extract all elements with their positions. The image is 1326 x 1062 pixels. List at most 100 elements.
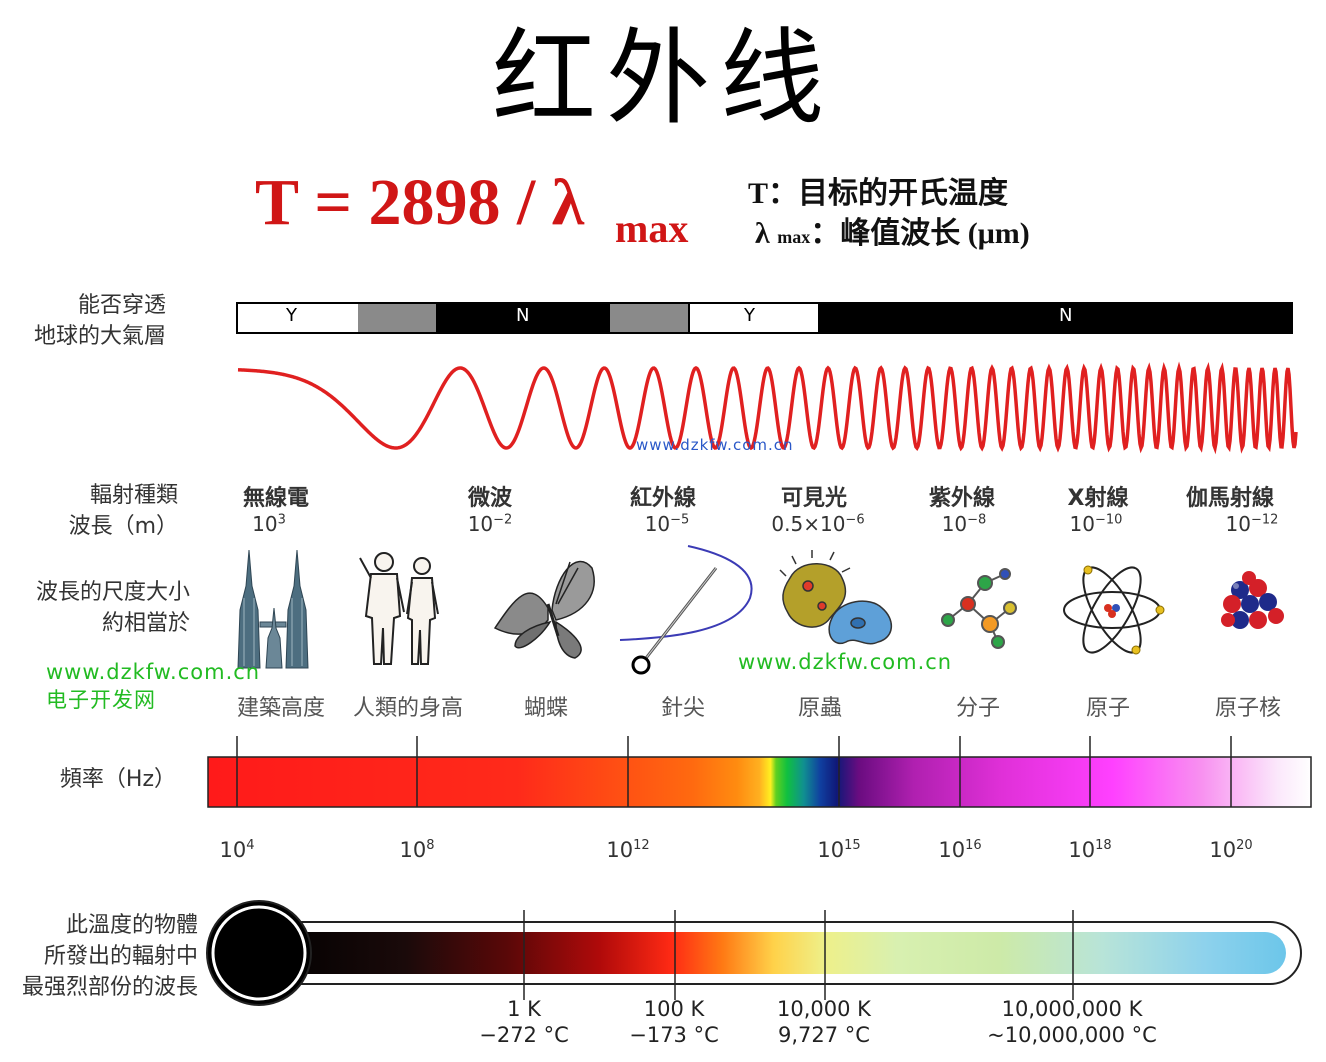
- freq-label-3: 1012: [578, 838, 678, 862]
- frequency-gradient: [207, 756, 1312, 808]
- temp-label-2-celsius: −173 °C: [629, 1023, 719, 1047]
- freq-label-2-base: 10: [399, 838, 427, 862]
- wavelength-xray-exp: −10: [1095, 512, 1123, 528]
- temp-label-3-celsius: 9,727 °C: [778, 1023, 870, 1047]
- wavelength-ultraviolet-base: 10: [941, 512, 968, 536]
- freq-label-5-exp: 16: [965, 838, 982, 853]
- building-icon: [237, 549, 309, 669]
- radiation-label: 輻射種類 波長（m）: [69, 480, 178, 542]
- frequency-ticks: [236, 736, 1232, 807]
- scale-illustrations: [237, 545, 1284, 675]
- atmosphere-window-radio: [238, 304, 358, 332]
- watermark-site-name: 电子开发网: [46, 688, 156, 712]
- atmosphere-seg-3: Y: [744, 305, 755, 326]
- wavelength-gamma-base: 10: [1225, 512, 1251, 536]
- freq-label-2: 108: [367, 838, 467, 862]
- object-building: 建築高度: [236, 696, 325, 721]
- temp-label-1-celsius: −272 °C: [479, 1023, 569, 1047]
- wavelength-infrared-exp: −5: [670, 512, 690, 528]
- freq-label-6-base: 10: [1068, 838, 1096, 862]
- temperature-label-line3: 最强烈部份的波長: [21, 975, 198, 1000]
- type-visible: 可見光: [780, 486, 847, 511]
- atmosphere-label: 能否穿透 地球的大氣層: [34, 290, 166, 352]
- thermometer-ticks: [523, 910, 1074, 1000]
- wavelength-radio: 103: [189, 512, 349, 536]
- wavelength-xray-base: 10: [1069, 512, 1095, 536]
- atmosphere-bar: [236, 302, 1293, 334]
- atmosphere-and-wave: [236, 302, 1298, 455]
- watermark-url-wave: www.dzkfw.com.cn: [636, 436, 794, 454]
- scale-label-line1: 波長的尺度大小: [35, 580, 190, 605]
- freq-label-7-exp: 20: [1236, 838, 1253, 853]
- legend-temperature: T：目标的开氏温度: [748, 168, 1008, 212]
- object-butterfly: 蝴蝶: [523, 696, 568, 721]
- freq-label-6: 1018: [1040, 838, 1140, 862]
- wavelength-radio-base: 10: [252, 512, 278, 536]
- scale-label-line2: 約相當於: [101, 611, 190, 636]
- legend-t-key: T: [748, 177, 769, 210]
- watermark-url-left: www.dzkfw.com.cn: [46, 660, 261, 684]
- temperature-label-line2: 所發出的輻射中: [43, 944, 198, 969]
- type-radio: 無線電: [242, 486, 309, 511]
- atmosphere-partial-2: [610, 304, 688, 332]
- freq-label-3-exp: 12: [633, 838, 650, 853]
- freq-label-1-exp: 4: [246, 838, 255, 853]
- formula-subscript: max: [615, 206, 689, 251]
- temp-label-2: 100 K −173 °C: [564, 996, 784, 1048]
- freq-label-1-base: 10: [219, 838, 247, 862]
- watermark-url-right: www.dzkfw.com.cn: [738, 650, 953, 674]
- freq-label-4-base: 10: [817, 838, 845, 862]
- temp-label-1-kelvin: 1 K: [507, 997, 541, 1021]
- type-ultraviolet: 紫外線: [928, 486, 995, 511]
- page-title: 红外线: [491, 17, 834, 139]
- atmosphere-window-visible: [690, 304, 818, 332]
- wavelength-microwave-base: 10: [467, 512, 494, 536]
- protozoa-icon: [779, 550, 892, 645]
- object-protozoa: 原蟲: [797, 696, 842, 721]
- scale-label: 波長的尺度大小 約相當於: [36, 577, 190, 639]
- freq-label-4-exp: 15: [844, 838, 861, 853]
- freq-label-5-base: 10: [938, 838, 966, 862]
- freq-label-1: 104: [187, 838, 287, 862]
- frequency-label: 頻率（Hz）: [59, 767, 176, 792]
- object-nucleus: 原子核: [1214, 696, 1281, 721]
- freq-label-4: 1015: [789, 838, 889, 862]
- freq-label-7-base: 10: [1209, 838, 1237, 862]
- legend-lambda-key: λ: [755, 217, 770, 250]
- temperature-label-line1: 此溫度的物體: [65, 913, 198, 938]
- atmosphere-seg-1: Y: [286, 305, 297, 326]
- type-infrared: 紅外線: [629, 486, 696, 511]
- temp-label-1: 1 K −272 °C: [414, 996, 634, 1048]
- wavelength-xray: 10−10: [1016, 512, 1176, 536]
- thermometer-gradient: [262, 932, 1286, 974]
- needle-icon: [619, 545, 753, 675]
- object-atom: 原子: [1085, 696, 1130, 721]
- wavelength-gamma-exp: −12: [1251, 512, 1279, 528]
- temp-label-2-kelvin: 100 K: [643, 997, 705, 1021]
- frequency-bar: [207, 736, 1312, 808]
- legend-lambda-sub: max: [777, 227, 811, 247]
- wavelength-infrared-base: 10: [644, 512, 671, 536]
- type-microwave: 微波: [467, 486, 512, 511]
- legend-t-desc: ：目标的开氏温度: [768, 177, 1009, 210]
- radiation-label-line1: 輻射種類: [89, 483, 178, 508]
- atmosphere-seg-2: N: [516, 305, 530, 326]
- wavelength-visible: 0.5×10−6: [738, 512, 898, 536]
- temp-label-4: 10,000,000 K ~10,000,000 °C: [962, 996, 1182, 1048]
- legend-lambda: λ max：峰值波长 (μm): [755, 208, 1030, 252]
- thermometer: [206, 900, 1302, 1006]
- temperature-label: 此溫度的物體 所發出的輻射中 最强烈部份的波長: [22, 910, 198, 1003]
- freq-label-5: 1016: [910, 838, 1010, 862]
- atom-icon: [1063, 565, 1165, 655]
- wave-line: [237, 361, 1298, 455]
- thermometer-bulb-inner: [211, 905, 307, 1001]
- radiation-label-line2: 波長（m）: [68, 514, 178, 539]
- atmosphere-seg-4: N: [1059, 305, 1073, 326]
- nucleus-icon: [1221, 571, 1284, 629]
- wien-formula: T = 2898 / λ: [255, 166, 585, 239]
- legend-lambda-desc: ：峰值波长 (μm): [810, 217, 1030, 250]
- wavelength-visible-base: 0.5×10: [771, 512, 846, 536]
- molecule-icon: [941, 568, 1017, 649]
- freq-label-3-base: 10: [606, 838, 634, 862]
- temp-label-3-kelvin: 10,000 K: [777, 997, 871, 1021]
